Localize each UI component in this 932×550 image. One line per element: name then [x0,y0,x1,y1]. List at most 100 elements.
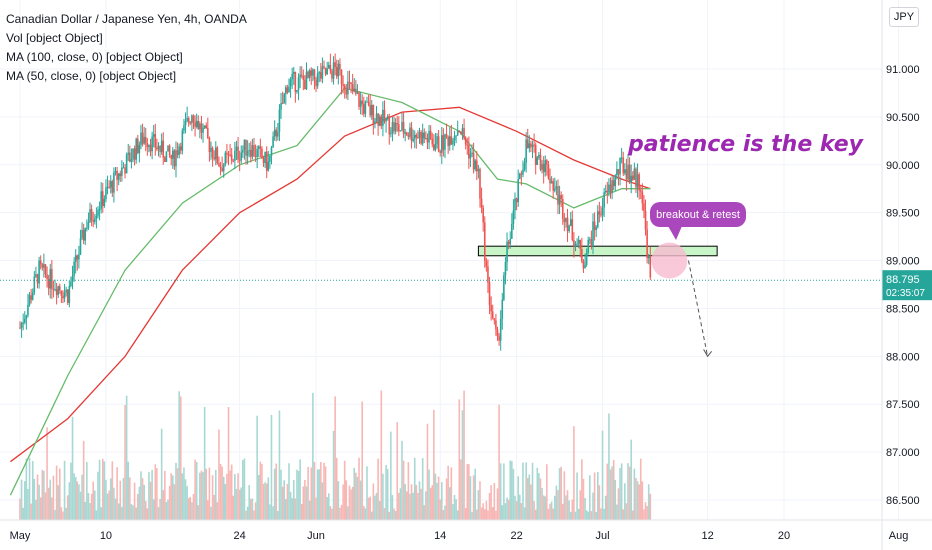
ma100-path [10,106,651,463]
volume-bar [78,484,80,520]
candle-body [347,81,349,95]
time-axis[interactable]: May 10 24 Jun 14 22 Jul 12 20 Aug [0,519,932,542]
volume-bar [348,485,351,520]
candle-body [116,170,118,180]
candle-body [81,229,83,239]
legend-ma100[interactable]: MA (100, close, 0) [object Object] [6,50,183,64]
volume-bar [238,489,241,520]
projection-arrow [688,260,709,357]
candle-body [162,140,165,158]
legend-volume[interactable]: Vol [object Object] [6,31,103,45]
volume-bar [122,477,125,520]
candle-body [469,154,472,159]
candle-body [111,181,114,193]
candle-body [577,239,580,244]
candle-body [520,173,523,175]
volume-bar [208,467,211,520]
candle-body [461,128,464,135]
candle-body [207,128,209,138]
annotations[interactable]: 88.795 02:35:07 breakout & retest patience … [0,132,932,358]
volume-bar [132,505,134,520]
candle-body [633,168,636,180]
volume-bar [596,472,599,520]
volume-bar [114,498,117,520]
volume-bar [60,507,63,520]
volume-bar [207,500,209,520]
volume-bar [146,508,149,520]
volume-bar [382,473,384,520]
breakout-zone[interactable] [477,245,718,257]
candle-body [612,180,615,187]
volume-bar [173,484,176,520]
volume-bar [310,467,313,520]
candle-body [108,186,110,188]
candle-body [541,163,543,170]
legend-title[interactable]: Canadian Dollar / Japanese Yen, 4h, OAND… [6,12,247,26]
volume-bar [372,483,375,520]
candle-body [121,167,123,176]
volume-bar [639,458,642,520]
volume-bar [87,493,90,520]
volume-bar [625,503,628,520]
candle-body [210,147,212,153]
candle-body [566,217,569,232]
candle-body [536,157,539,165]
candle-body [624,169,626,174]
volume-bar [316,469,319,520]
volume-bar [350,489,352,520]
y-tick-label: 89.500 [886,208,920,220]
candle-body [636,174,639,188]
volume-bar [117,503,120,520]
volume-bar [234,473,236,520]
volume-bar [428,469,430,520]
x-tick-label: 24 [234,530,246,542]
candle-body [203,125,206,128]
candle-body [547,164,550,179]
volume-bar [633,468,636,520]
currency-label[interactable]: JPY [889,7,919,27]
candle-body [355,88,357,94]
volume-bar [245,510,247,520]
candle-body [329,64,332,71]
price-axis[interactable]: 91.000 90.500 90.000 89.500 89.000 88.500 88.0… [881,0,920,550]
candle-body [353,88,356,92]
volume-bar [119,480,122,520]
volume-bar [256,415,258,520]
candle-body [191,115,193,124]
candle-body [43,264,45,268]
candle-body [291,73,293,80]
candle-body [140,132,142,146]
candle-body [46,274,48,280]
candle-body [482,207,484,223]
volume-bar [103,461,106,520]
volume-bar [30,503,32,520]
candle-body [27,304,29,316]
candle-body [105,187,107,200]
candle-body [335,67,338,77]
x-tick-label: 12 [701,530,713,542]
countdown-label: 02:35:07 [886,288,925,299]
candle-body [595,227,597,231]
volume-bar [402,460,405,520]
candle-body [507,241,510,245]
candle-body [337,63,340,77]
candle-body [533,144,535,146]
volume-bar [619,467,621,520]
volume-bar [216,502,219,520]
callout-bubble [650,202,746,227]
volume-bar [542,495,545,520]
volume-bar [280,469,282,520]
volume-bar [584,497,586,520]
volume-bar [94,490,96,520]
volume-bar [624,483,626,520]
volume-bar [47,487,50,520]
volume-bar [249,498,252,520]
legend-ma50[interactable]: MA (50, close, 0) [object Object] [6,69,177,83]
candle-body [127,152,130,155]
candle-body [237,146,239,160]
volume-bar [89,503,91,520]
candle-body [288,86,290,93]
candle-body [601,207,604,216]
candle-body [157,146,160,150]
